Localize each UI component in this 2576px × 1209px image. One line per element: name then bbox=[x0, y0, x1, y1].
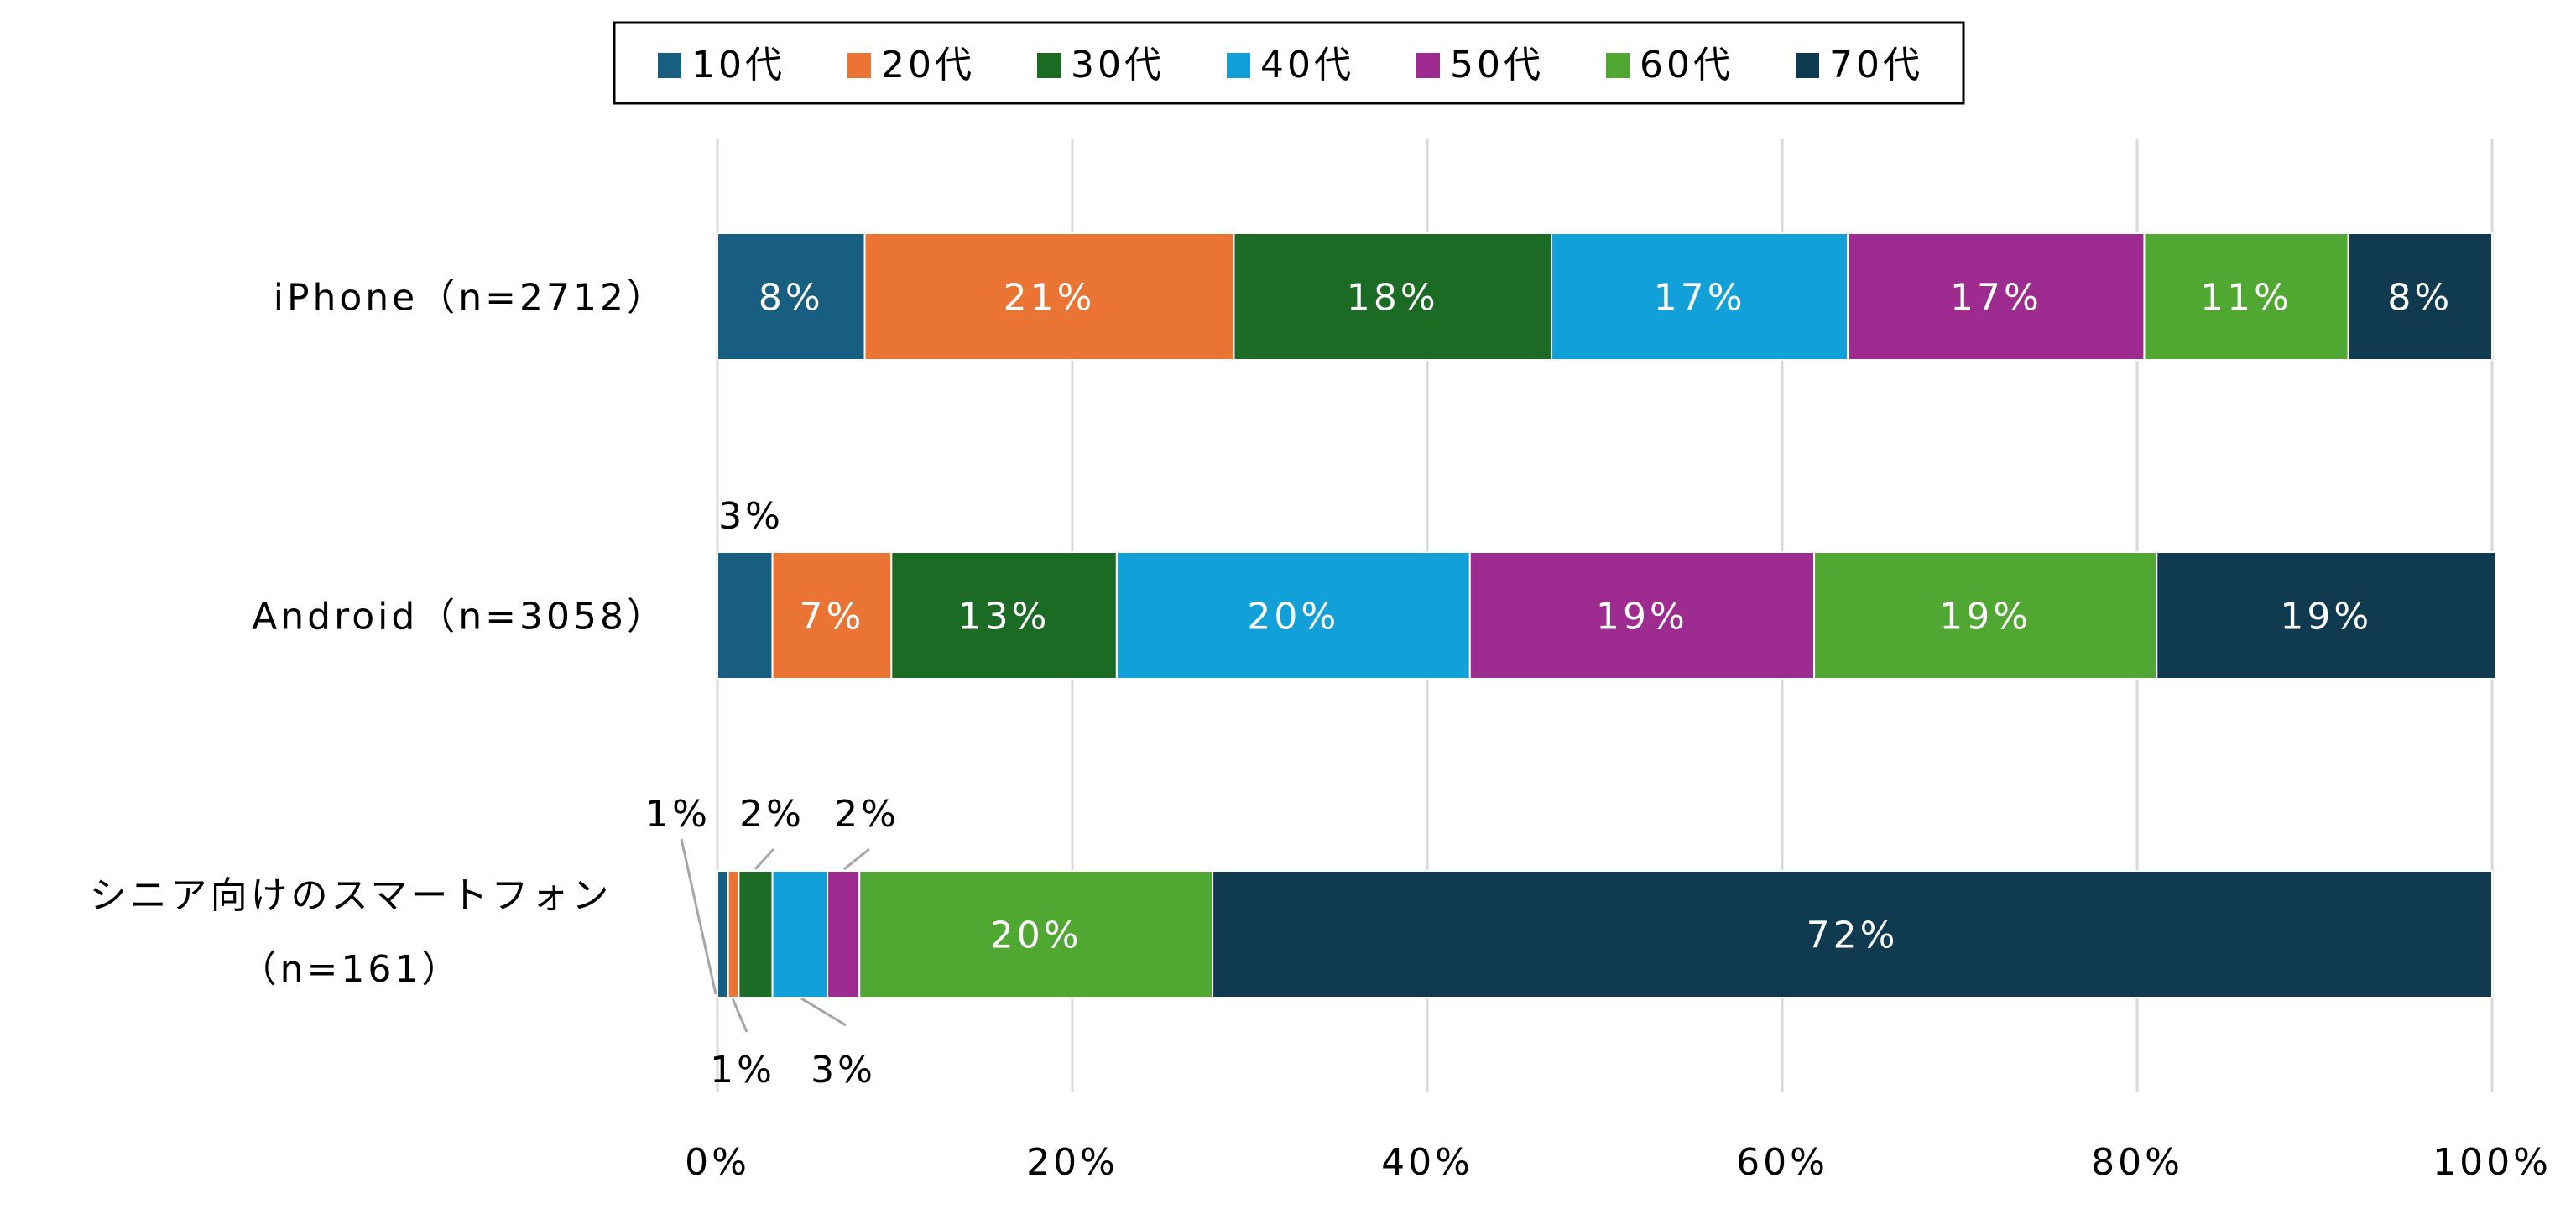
data-label: 3% bbox=[718, 495, 784, 538]
legend-swatch bbox=[1796, 53, 1819, 78]
bar-segment-20代 bbox=[771, 551, 893, 680]
bar-segment-10代 bbox=[717, 870, 729, 998]
bar-segment-30代 bbox=[738, 870, 774, 998]
legend-swatch bbox=[1037, 53, 1061, 78]
legend-label: 10代 bbox=[691, 44, 785, 86]
legend-label: 60代 bbox=[1640, 44, 1734, 86]
legend-swatch bbox=[658, 53, 681, 78]
data-label: 20% bbox=[1247, 596, 1339, 638]
bar-segment-70代 bbox=[2156, 551, 2497, 680]
category-label: iPhone（n=2712） bbox=[274, 277, 667, 320]
data-label: 2% bbox=[834, 793, 900, 836]
leader-line bbox=[680, 838, 717, 995]
bar-segment-60代 bbox=[2143, 232, 2349, 361]
bar-segment-50代 bbox=[1847, 232, 2146, 361]
bar-segment-30代 bbox=[1233, 232, 1553, 361]
legend-swatch bbox=[1416, 53, 1440, 78]
bar-segment-10代 bbox=[717, 232, 866, 361]
data-label: 2% bbox=[739, 793, 805, 836]
x-tick-label: 80% bbox=[2091, 1141, 2183, 1184]
category-label: （n=161） bbox=[240, 948, 462, 991]
bar-segment-70代 bbox=[2347, 232, 2494, 361]
data-label: 17% bbox=[1950, 277, 2042, 320]
legend-label: 20代 bbox=[881, 44, 975, 86]
data-label: 72% bbox=[1807, 915, 1899, 957]
legend-label: 50代 bbox=[1450, 44, 1544, 86]
legend-label: 30代 bbox=[1071, 44, 1165, 86]
bar-segment-50代 bbox=[1468, 551, 1816, 680]
data-label: 1% bbox=[710, 1049, 775, 1092]
bar-segment-50代 bbox=[827, 870, 861, 998]
bar-segment-60代 bbox=[1813, 551, 2158, 680]
leader-line bbox=[800, 997, 847, 1027]
data-label: 17% bbox=[1654, 277, 1746, 320]
leader-line bbox=[843, 847, 870, 871]
category-labels: iPhone（n=2712） Android（n=3058） シニア向けのスマートフ… bbox=[90, 277, 667, 992]
data-label: 18% bbox=[1347, 277, 1439, 320]
legend-swatch bbox=[1606, 53, 1630, 78]
data-label: 13% bbox=[958, 596, 1051, 638]
legend-label: 70代 bbox=[1829, 44, 1923, 86]
bar-segment-30代 bbox=[890, 551, 1118, 680]
legend-box bbox=[613, 21, 1965, 105]
bar-segment-40代 bbox=[1115, 551, 1471, 680]
legend-swatch bbox=[847, 53, 871, 78]
data-label: 19% bbox=[2280, 596, 2372, 638]
data-label: 8% bbox=[2387, 277, 2453, 320]
category-label: シニア向けのスマートフォン bbox=[90, 874, 613, 917]
x-tick-label: 40% bbox=[1381, 1141, 1473, 1184]
bar-segment-60代 bbox=[858, 870, 1214, 998]
category-label: Android（n=3058） bbox=[252, 596, 667, 638]
x-tick-label: 100% bbox=[2433, 1141, 2552, 1184]
data-label: 7% bbox=[800, 596, 865, 638]
data-label: 3% bbox=[811, 1049, 876, 1092]
data-label: 19% bbox=[1596, 596, 1688, 638]
data-label: 21% bbox=[1004, 277, 1096, 320]
x-tick-label: 60% bbox=[1736, 1141, 1828, 1184]
bar-segment-20代 bbox=[727, 870, 740, 998]
x-tick-label: 20% bbox=[1026, 1141, 1119, 1184]
legend: 10代 20代 30代 40代 50代 60代 70代 bbox=[613, 21, 1965, 105]
leader-line bbox=[731, 998, 748, 1033]
bar-segment-10代 bbox=[717, 551, 774, 680]
bar-segment-40代 bbox=[771, 870, 829, 998]
bars: 8% 21% 18% 17% 17% 11% 8% 3% 7% 13% 20% 19% 19% 19% 1%… bbox=[645, 232, 2497, 1092]
bar-segment-70代 bbox=[1212, 870, 2493, 998]
data-label: 19% bbox=[1939, 596, 2031, 638]
leader-line bbox=[754, 847, 775, 871]
legend-swatch bbox=[1227, 53, 1250, 78]
x-tick-label: 0% bbox=[685, 1141, 750, 1184]
data-label: 8% bbox=[759, 277, 824, 320]
data-label: 1% bbox=[645, 793, 711, 836]
data-label: 20% bbox=[990, 915, 1082, 957]
x-axis-ticks: 0% 20% 40% 60% 80% 100% bbox=[685, 1141, 2552, 1184]
bar-segment-40代 bbox=[1551, 232, 1849, 361]
data-label: 11% bbox=[2200, 277, 2292, 320]
legend-label: 40代 bbox=[1260, 44, 1354, 86]
